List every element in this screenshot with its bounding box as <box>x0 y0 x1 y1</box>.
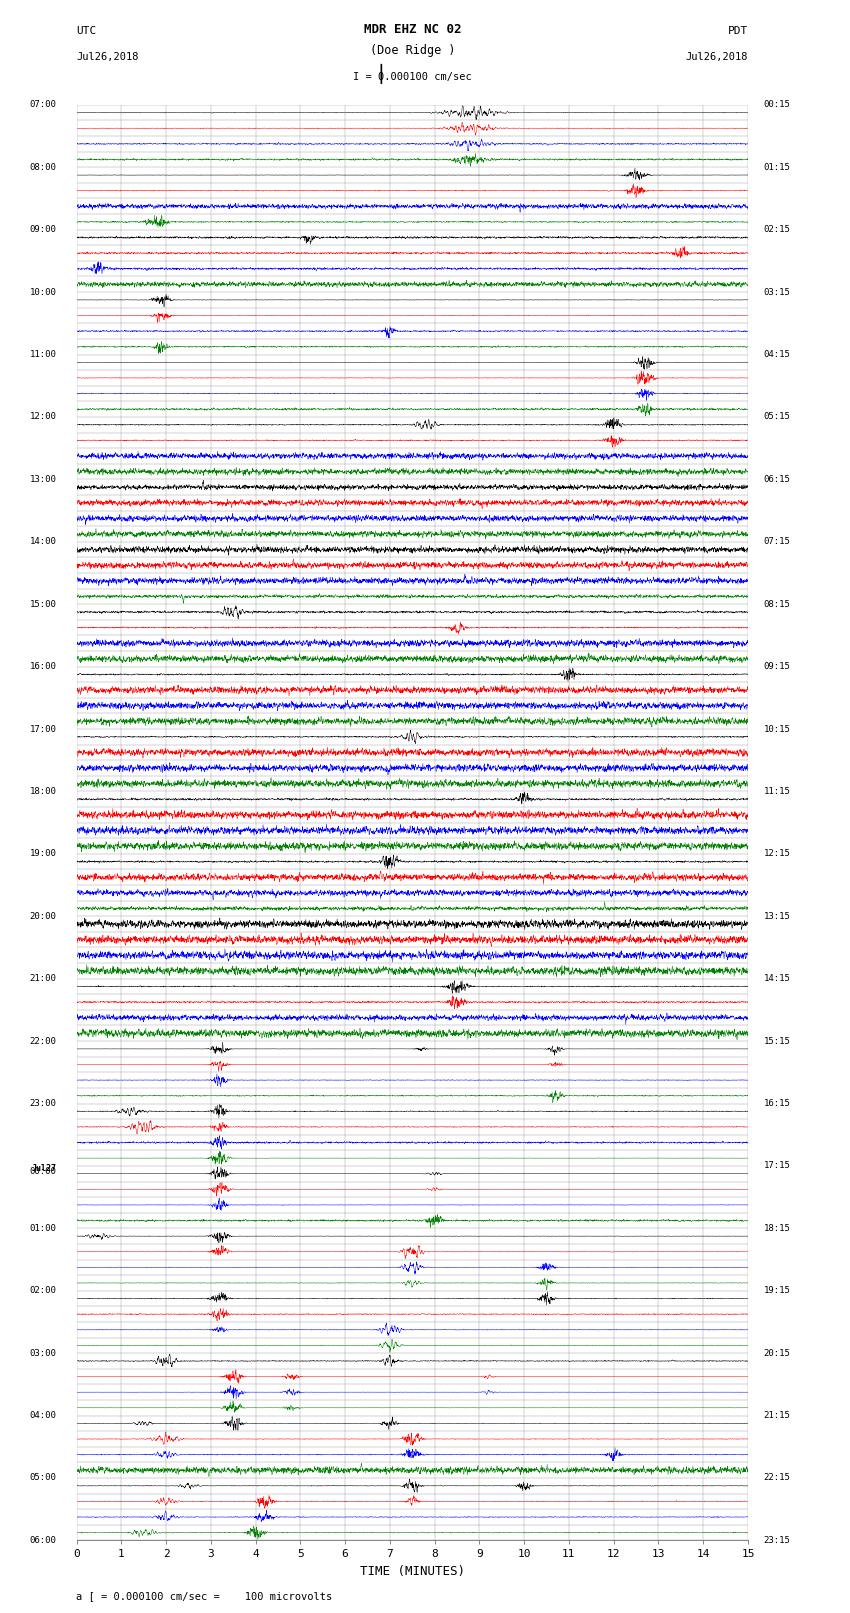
Text: 05:00: 05:00 <box>30 1474 56 1482</box>
Text: 11:15: 11:15 <box>763 787 791 795</box>
Text: 02:15: 02:15 <box>763 226 791 234</box>
Text: 17:15: 17:15 <box>763 1161 791 1171</box>
Text: MDR EHZ NC 02: MDR EHZ NC 02 <box>364 23 461 35</box>
Text: 04:15: 04:15 <box>763 350 791 360</box>
Text: 14:00: 14:00 <box>30 537 56 547</box>
Text: 16:15: 16:15 <box>763 1098 791 1108</box>
Text: 09:00: 09:00 <box>30 226 56 234</box>
Text: 05:15: 05:15 <box>763 413 791 421</box>
Text: I = 0.000100 cm/sec: I = 0.000100 cm/sec <box>353 73 472 82</box>
Text: 20:15: 20:15 <box>763 1348 791 1358</box>
Text: Jul26,2018: Jul26,2018 <box>685 52 748 61</box>
Text: 21:15: 21:15 <box>763 1411 791 1419</box>
Text: 01:15: 01:15 <box>763 163 791 171</box>
Text: 00:15: 00:15 <box>763 100 791 110</box>
Text: 03:15: 03:15 <box>763 287 791 297</box>
Text: 19:15: 19:15 <box>763 1286 791 1295</box>
Text: 08:15: 08:15 <box>763 600 791 608</box>
X-axis label: TIME (MINUTES): TIME (MINUTES) <box>360 1565 465 1578</box>
Text: 23:15: 23:15 <box>763 1536 791 1545</box>
Text: UTC: UTC <box>76 26 97 35</box>
Text: (Doe Ridge ): (Doe Ridge ) <box>370 45 455 58</box>
Text: 11:00: 11:00 <box>30 350 56 360</box>
Text: 18:15: 18:15 <box>763 1224 791 1232</box>
Text: 23:00: 23:00 <box>30 1098 56 1108</box>
Text: 10:00: 10:00 <box>30 287 56 297</box>
Text: 14:15: 14:15 <box>763 974 791 984</box>
Text: 09:15: 09:15 <box>763 661 791 671</box>
Text: a [ = 0.000100 cm/sec =    100 microvolts: a [ = 0.000100 cm/sec = 100 microvolts <box>76 1590 332 1600</box>
Text: 00:00: 00:00 <box>30 1168 56 1176</box>
Text: 02:00: 02:00 <box>30 1286 56 1295</box>
Text: 15:00: 15:00 <box>30 600 56 608</box>
Text: 22:00: 22:00 <box>30 1037 56 1045</box>
Text: 13:00: 13:00 <box>30 474 56 484</box>
Text: 10:15: 10:15 <box>763 724 791 734</box>
Text: 07:00: 07:00 <box>30 100 56 110</box>
Text: 15:15: 15:15 <box>763 1037 791 1045</box>
Text: 13:15: 13:15 <box>763 911 791 921</box>
Text: 08:00: 08:00 <box>30 163 56 171</box>
Text: PDT: PDT <box>728 26 748 35</box>
Text: 19:00: 19:00 <box>30 850 56 858</box>
Text: 03:00: 03:00 <box>30 1348 56 1358</box>
Text: 04:00: 04:00 <box>30 1411 56 1419</box>
Text: 07:15: 07:15 <box>763 537 791 547</box>
Text: 06:00: 06:00 <box>30 1536 56 1545</box>
Text: Jul26,2018: Jul26,2018 <box>76 52 139 61</box>
Text: 12:15: 12:15 <box>763 850 791 858</box>
Text: 01:00: 01:00 <box>30 1224 56 1232</box>
Text: 12:00: 12:00 <box>30 413 56 421</box>
Text: 18:00: 18:00 <box>30 787 56 795</box>
Text: 17:00: 17:00 <box>30 724 56 734</box>
Text: Jul27: Jul27 <box>31 1165 56 1173</box>
Text: 16:00: 16:00 <box>30 661 56 671</box>
Text: 06:15: 06:15 <box>763 474 791 484</box>
Text: 20:00: 20:00 <box>30 911 56 921</box>
Text: 21:00: 21:00 <box>30 974 56 984</box>
Text: 22:15: 22:15 <box>763 1474 791 1482</box>
